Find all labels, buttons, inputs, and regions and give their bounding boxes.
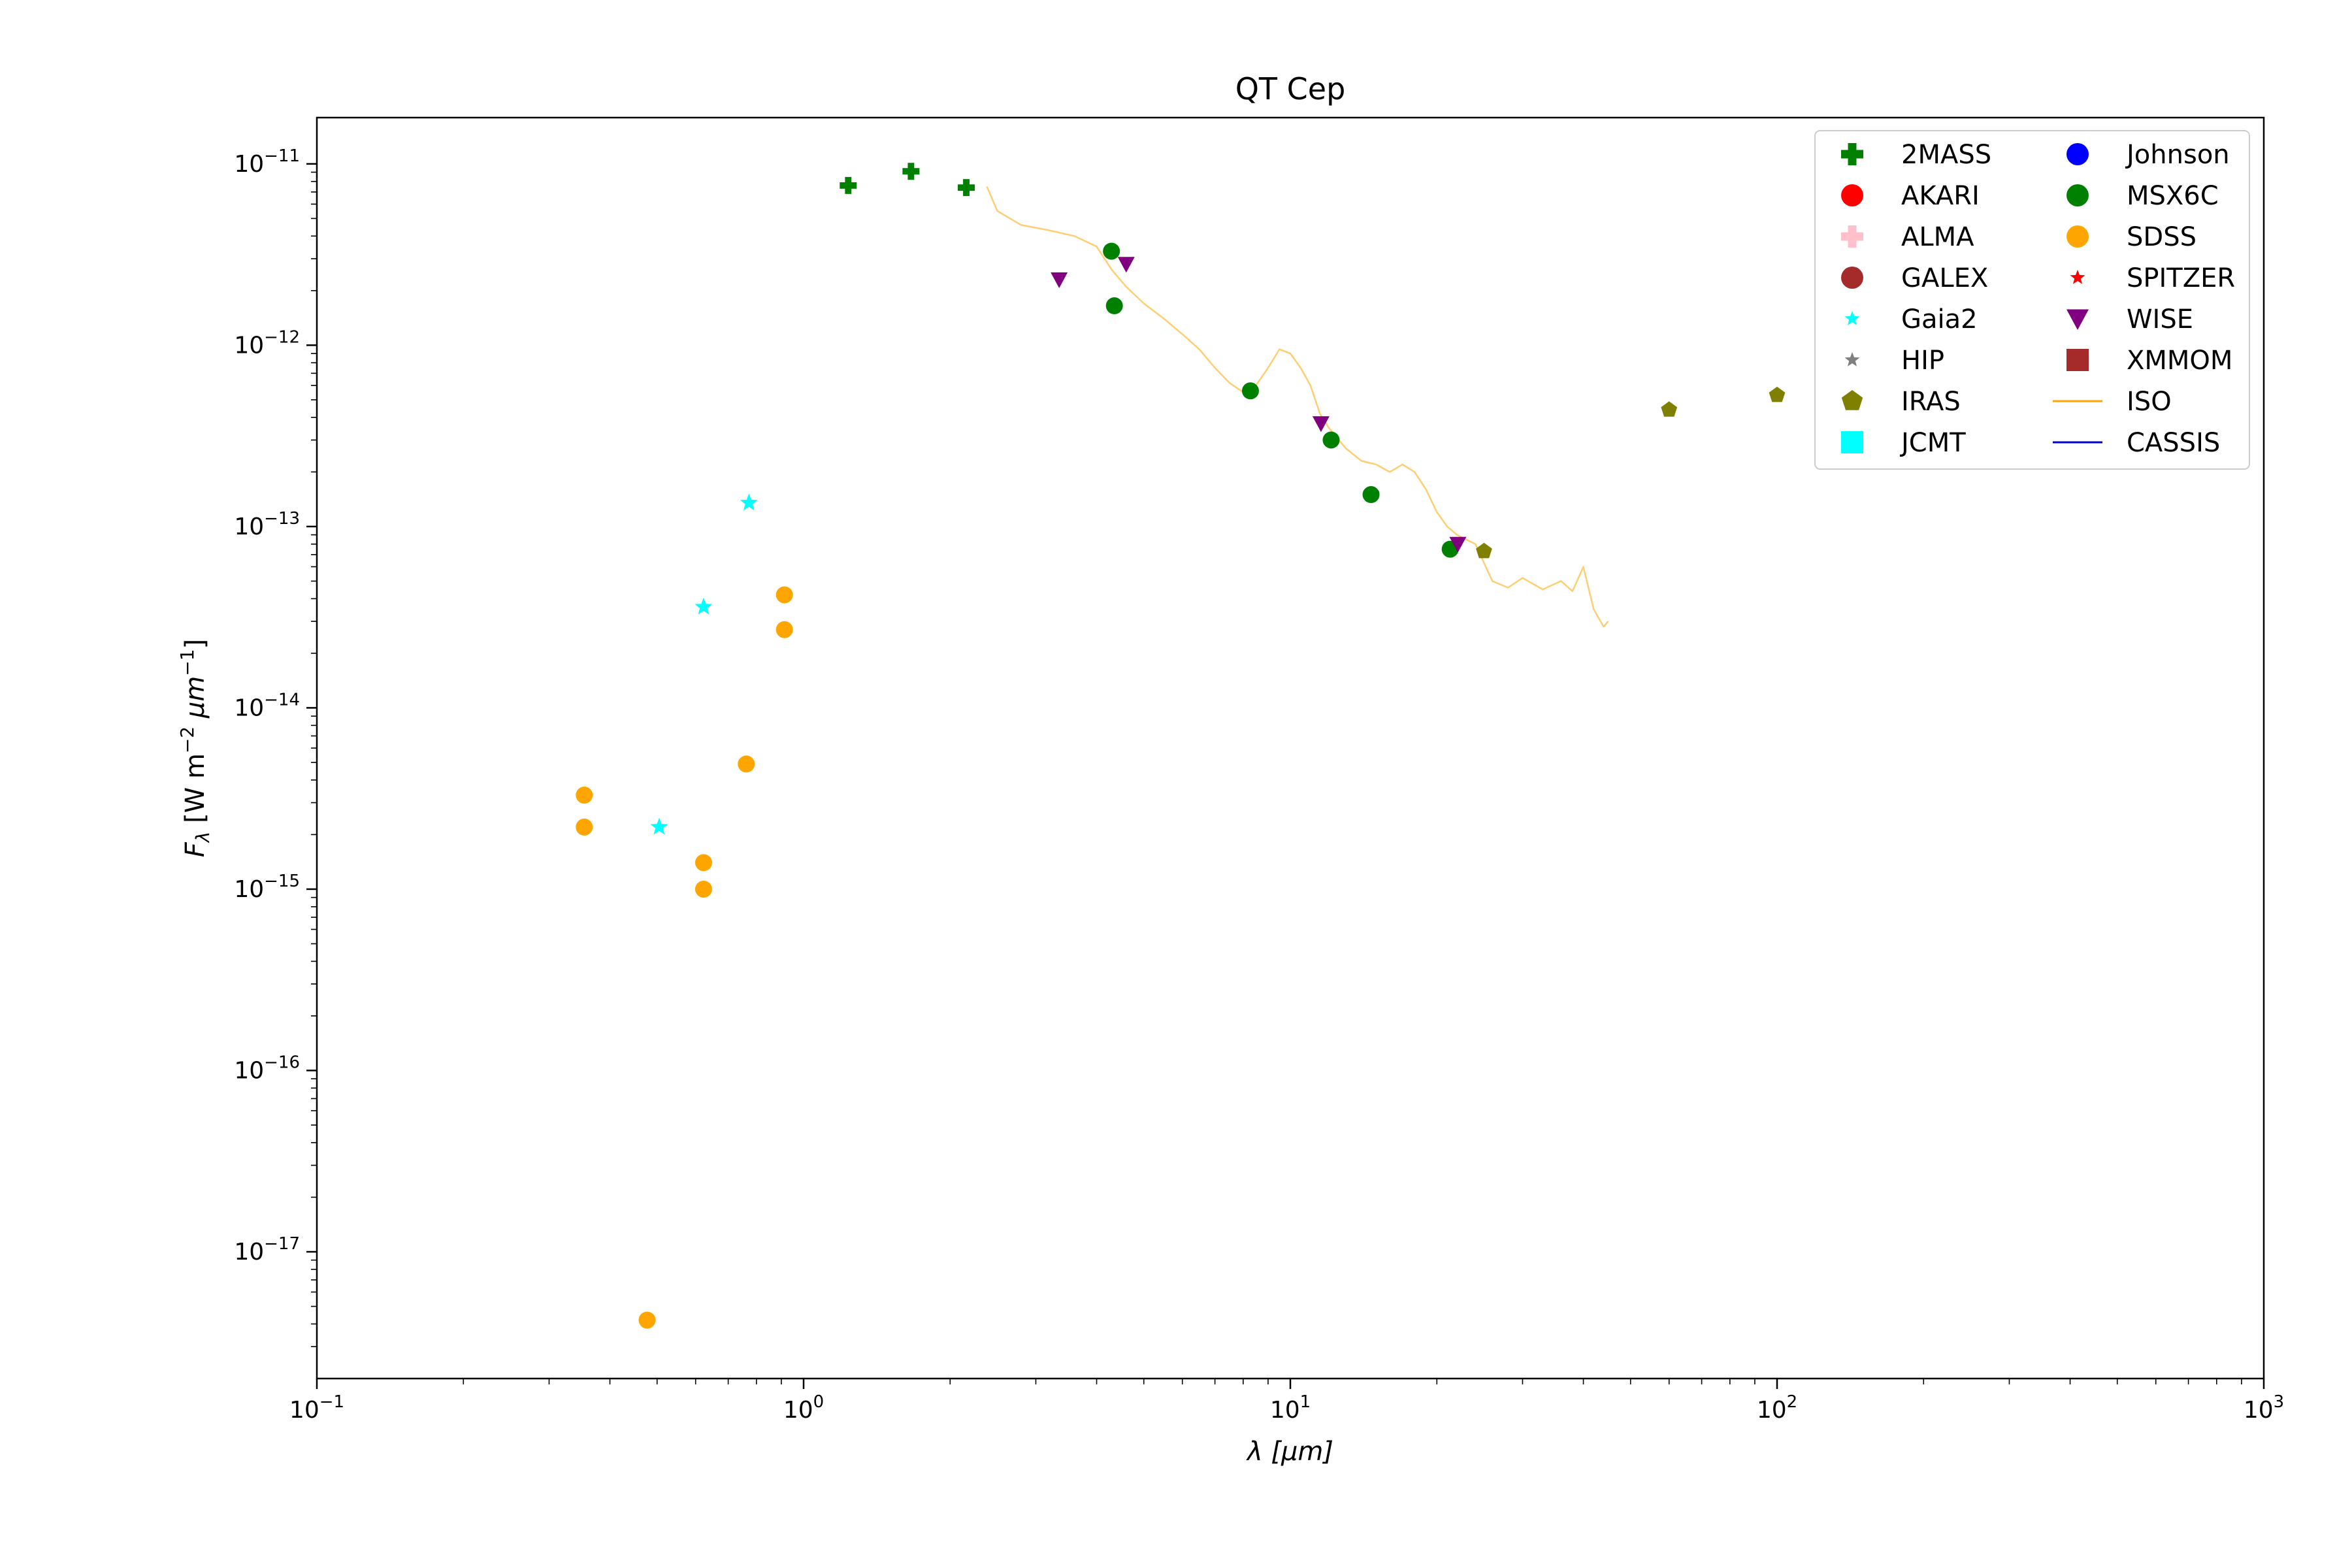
data-point-sdss xyxy=(776,621,793,638)
legend-item-2mass: 2MASS xyxy=(1841,140,1991,170)
legend-item-johnson: Johnson xyxy=(2066,140,2230,170)
x-tick-label: 100 xyxy=(783,1392,824,1424)
data-point-sdss xyxy=(694,854,712,872)
x-axis: 10−1 100 101 102 103 xyxy=(289,1379,2284,1424)
x-tick-label: 103 xyxy=(2244,1392,2284,1424)
legend-label: CASSIS xyxy=(2127,428,2220,458)
data-point-sdss xyxy=(638,1311,656,1329)
data-point-sdss xyxy=(776,586,793,604)
data-point-iras xyxy=(1661,401,1678,417)
data-point-wise xyxy=(1449,536,1467,553)
x-tick-label: 102 xyxy=(1757,1392,1797,1424)
y-tick-label: 10−11 xyxy=(234,146,300,178)
legend-item-akari: AKARI xyxy=(1841,181,1980,211)
legend-item-gaia2: Gaia2 xyxy=(1844,304,1978,335)
legend-item-hip: HIP xyxy=(1844,346,1944,376)
legend-swatch xyxy=(1841,431,1863,453)
legend-swatch xyxy=(1841,184,1863,206)
legend-label: XMMOM xyxy=(2127,346,2232,376)
legend-swatch xyxy=(2066,143,2089,165)
legend-swatch xyxy=(2070,269,2085,284)
y-tick-label: 10−12 xyxy=(234,327,300,359)
legend-item-iso: ISO xyxy=(2053,387,2172,417)
legend-item-wise: WISE xyxy=(2066,304,2193,335)
data-point-wise xyxy=(1312,416,1330,433)
legend-box xyxy=(1814,130,2250,470)
series-line-iso xyxy=(986,186,1609,628)
legend-label: JCMT xyxy=(1899,428,1966,458)
legend-swatch xyxy=(1841,267,1863,289)
legend-item-galex: GALEX xyxy=(1841,263,1988,293)
legend-label: Gaia2 xyxy=(1901,304,1978,335)
photometry-marker-layer xyxy=(576,163,1786,1329)
legend-swatch xyxy=(1841,143,1863,165)
legend-label: ALMA xyxy=(1901,222,1974,252)
legend-label: AKARI xyxy=(1901,181,1980,211)
data-point-wise xyxy=(1051,272,1068,288)
legend-item-msx6c: MSX6C xyxy=(2066,181,2219,211)
data-point-iras xyxy=(1769,386,1786,402)
data-point-msx6c xyxy=(1103,242,1120,260)
legend-swatch xyxy=(2066,309,2089,330)
data-point-sdss xyxy=(576,787,593,804)
legend-item-cassis: CASSIS xyxy=(2053,428,2220,458)
legend-swatch xyxy=(2066,349,2089,371)
legend-label: SPITZER xyxy=(2127,263,2235,293)
legend-label: MSX6C xyxy=(2127,181,2219,211)
iso-spectrum-layer xyxy=(986,186,1609,628)
data-point-sdss xyxy=(576,818,593,836)
legend-label: HIP xyxy=(1901,346,1944,376)
legend-label: 2MASS xyxy=(1901,140,1991,170)
data-point-2mass xyxy=(902,163,920,180)
legend-label: IRAS xyxy=(1901,387,1961,417)
legend-item-jcmt: JCMT xyxy=(1841,428,1966,458)
legend-item-xmmom: XMMOM xyxy=(2066,346,2232,376)
legend-swatch xyxy=(1841,225,1863,248)
legend-label: ISO xyxy=(2127,387,2172,417)
y-tick-label: 10−16 xyxy=(234,1053,300,1084)
legend-item-iras: IRAS xyxy=(1841,387,1961,417)
legend-swatch xyxy=(2066,184,2089,206)
legend-swatch xyxy=(2066,225,2089,248)
legend-item-spitzer: SPITZER xyxy=(2070,263,2235,293)
legend-label: Johnson xyxy=(2125,140,2230,170)
data-point-2mass xyxy=(840,176,857,194)
x-tick-label: 101 xyxy=(1270,1392,1311,1424)
y-tick-label: 10−13 xyxy=(234,509,300,540)
legend-swatch xyxy=(1841,390,1863,410)
legend-swatch xyxy=(1844,351,1860,367)
legend-label: GALEX xyxy=(1901,263,1988,293)
data-point-msx6c xyxy=(1241,382,1259,400)
legend-item-alma: ALMA xyxy=(1841,222,1974,252)
data-point-msx6c xyxy=(1362,486,1380,504)
legend-label: WISE xyxy=(2127,304,2193,335)
data-point-gaia2 xyxy=(694,597,713,615)
data-point-msx6c xyxy=(1105,297,1123,315)
data-point-msx6c xyxy=(1322,431,1340,449)
data-point-sdss xyxy=(738,755,755,773)
data-point-iras xyxy=(1476,542,1492,559)
x-tick-label: 10−1 xyxy=(289,1392,344,1424)
legend: 2MASS AKARI ALMA GALEX Gaia2 HIP IRAS JCMT Johns… xyxy=(1814,130,2250,470)
y-tick-label: 10−17 xyxy=(234,1234,300,1266)
chart-title: QT Cep xyxy=(1235,71,1346,106)
data-point-2mass xyxy=(958,179,975,197)
y-axis: 10−17 10−16 10−15 10−14 10−13 10−12 10−11 xyxy=(234,146,317,1347)
data-point-sdss xyxy=(694,880,712,898)
y-axis-title: Fλ [W m−2 μm−1] xyxy=(176,639,214,857)
y-tick-label: 10−14 xyxy=(234,690,300,721)
y-tick-label: 10−15 xyxy=(234,872,300,903)
legend-item-sdss: SDSS xyxy=(2066,222,2197,252)
data-point-gaia2 xyxy=(650,817,668,835)
x-axis-title: λ [μm] xyxy=(1246,1437,1333,1467)
data-point-gaia2 xyxy=(740,493,758,511)
legend-label: SDSS xyxy=(2127,222,2197,252)
data-point-wise xyxy=(1117,257,1135,273)
legend-swatch xyxy=(1844,310,1860,325)
